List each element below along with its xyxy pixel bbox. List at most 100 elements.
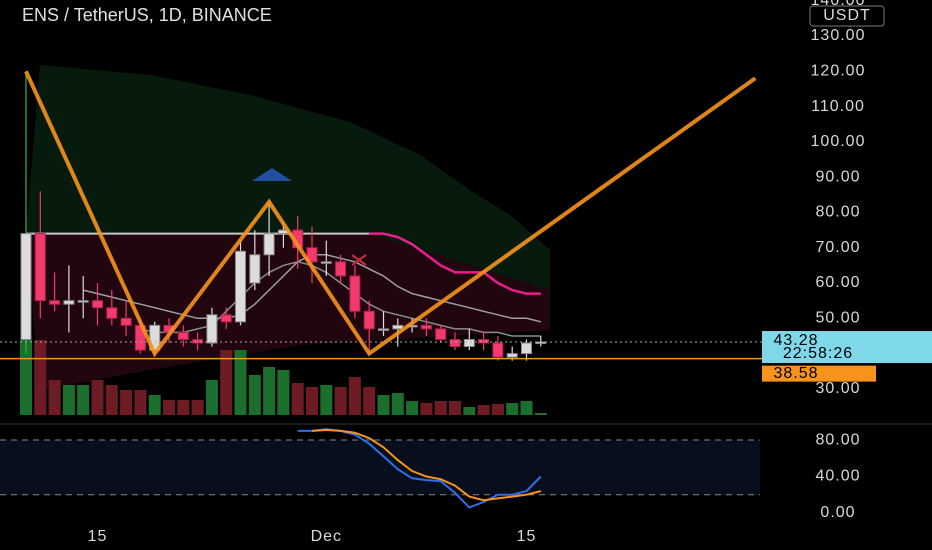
- volume-bar: [377, 395, 390, 415]
- x-tick-label: 15: [88, 528, 108, 545]
- volume-bar: [62, 385, 75, 415]
- volume-bar: [148, 395, 161, 415]
- axis-labels: 30.00 50.00 60.00 70.00 80.00 90.00 100.00 110.…: [88, 0, 932, 545]
- volume-bar: [277, 370, 290, 415]
- candle-body: [220, 314, 232, 323]
- volume-bar: [477, 405, 490, 415]
- volume-bar: [463, 407, 476, 415]
- y-tick-label: 40.00: [815, 468, 860, 485]
- volume-bar: [348, 377, 361, 415]
- volume-bar: [220, 350, 233, 415]
- candle-body: [320, 261, 332, 264]
- candle-body: [249, 254, 261, 284]
- y-tick-label: 0.00: [820, 504, 855, 521]
- y-tick-label: 30.00: [815, 380, 860, 397]
- y-tick-label: 80.00: [815, 204, 860, 221]
- candle-body: [478, 338, 490, 344]
- volume-bar: [234, 350, 247, 415]
- volume-bar: [506, 403, 519, 415]
- candle-body: [192, 338, 204, 344]
- y-tick-label: 120.00: [811, 63, 866, 80]
- x-tick-label: Dec: [311, 528, 342, 545]
- candle-body: [49, 300, 61, 305]
- volume-bar: [120, 390, 133, 415]
- y-tick-label: 70.00: [815, 239, 860, 256]
- candle-body: [92, 300, 103, 309]
- pattern-marker: [252, 168, 292, 181]
- volume-bar: [434, 401, 447, 415]
- candle-body: [34, 233, 46, 302]
- last-price-box: [762, 331, 932, 364]
- candle-body: [521, 342, 532, 355]
- zigzag-line: [24, 70, 757, 358]
- volume-bar: [91, 380, 104, 415]
- volume-bar: [105, 385, 118, 415]
- volume-bar: [34, 340, 47, 415]
- countdown: 22:58:26: [783, 345, 853, 362]
- volume-bar: [363, 387, 376, 415]
- stoch-band: [0, 440, 760, 495]
- candle-body: [392, 324, 404, 330]
- volume-bar: [191, 400, 204, 415]
- candle-body: [420, 324, 432, 330]
- support-label: 38.58: [773, 365, 818, 382]
- candle-body: [463, 338, 475, 348]
- volume-bar: [177, 400, 190, 415]
- volume-bar: [134, 390, 147, 415]
- volume-bar: [163, 400, 175, 415]
- volume-bar: [320, 385, 333, 415]
- volume-bar: [48, 380, 61, 415]
- candle-body: [306, 247, 318, 263]
- volume-bar: [534, 413, 547, 415]
- chart-title: ENS / TetherUS, 1D, BINANCE: [22, 5, 272, 25]
- candle-body: [63, 300, 75, 305]
- volume-bar: [520, 401, 533, 415]
- candle-body: [235, 250, 246, 323]
- candle-body: [335, 261, 347, 277]
- moving-average: [369, 232, 541, 295]
- volume-bar: [449, 401, 461, 415]
- volume-bar: [291, 383, 304, 415]
- candle-body: [363, 310, 375, 330]
- volume-bar: [406, 401, 419, 415]
- volume-bar: [491, 404, 504, 415]
- volume-bar: [77, 385, 90, 415]
- candle-body: [20, 233, 32, 340]
- candle-body: [177, 331, 189, 340]
- candle-body: [506, 353, 518, 358]
- volume-bar: [391, 393, 404, 415]
- candle-body: [349, 275, 361, 312]
- candle-body: [120, 317, 132, 326]
- candle-body: [378, 328, 389, 331]
- volume-bar: [263, 367, 276, 415]
- y-tick-label: 140.00: [811, 0, 866, 9]
- currency-box: [809, 5, 885, 27]
- currency: USDT: [823, 7, 871, 24]
- y-tick-label: 110.00: [811, 98, 865, 115]
- cross-marker: [351, 254, 367, 266]
- candle-body: [492, 342, 504, 358]
- y-tick-label: 100.00: [811, 133, 866, 150]
- candle-body: [435, 328, 447, 340]
- candle-body: [77, 300, 89, 303]
- volume-bar: [334, 387, 347, 415]
- volume-bar: [248, 375, 261, 415]
- y-tick-label: 90.00: [815, 168, 860, 185]
- y-tick-label: 60.00: [815, 274, 860, 291]
- plot: [0, 70, 932, 509]
- volume-bar: [420, 403, 433, 415]
- support-box: [762, 365, 876, 382]
- candle-body: [106, 307, 118, 319]
- candle-body: [263, 233, 275, 256]
- y-tick-label: 130.00: [811, 27, 866, 44]
- volume-bar: [306, 387, 318, 415]
- y-tick-label: 80.00: [815, 431, 860, 448]
- y-tick-label: 50.00: [815, 310, 860, 327]
- volume-bar: [205, 380, 218, 415]
- last-price: 43.28: [773, 332, 818, 349]
- candle-body: [206, 314, 218, 344]
- candle-body: [449, 338, 461, 348]
